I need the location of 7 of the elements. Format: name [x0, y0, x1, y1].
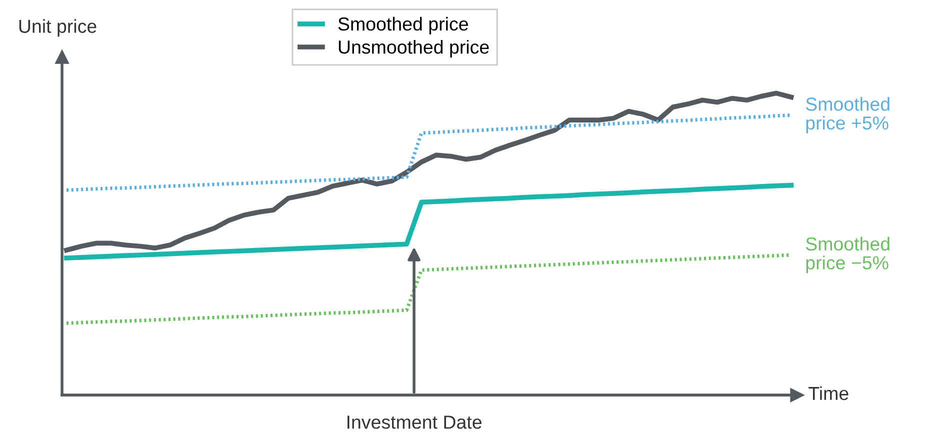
series-label: Smoothed price −5% — [806, 236, 890, 274]
legend-label: Smoothed price — [338, 16, 468, 34]
legend-label: Unsmoothed price — [338, 40, 489, 58]
series-label: Smoothed price +5% — [806, 97, 890, 134]
x-axis-title: Time — [808, 386, 848, 400]
text: Investment Date — [348, 416, 482, 429]
y-axis-title: Unit price — [19, 19, 96, 37]
